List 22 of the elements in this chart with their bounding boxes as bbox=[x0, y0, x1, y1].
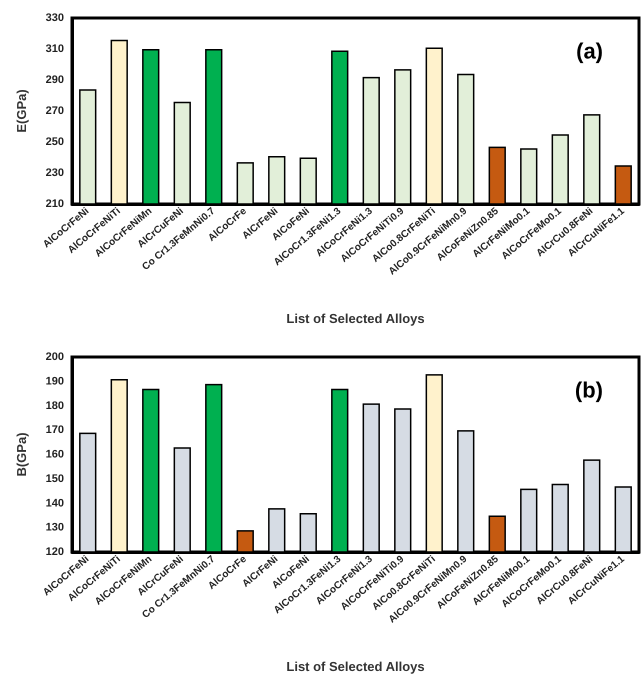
annotation: (b) bbox=[574, 378, 604, 402]
annotation: (a) bbox=[576, 38, 604, 64]
y-tick-label: 290 bbox=[46, 74, 64, 86]
y-tick-label: 150 bbox=[46, 472, 64, 485]
y-tick-label: 130 bbox=[46, 522, 64, 534]
y-tick-label: 120 bbox=[46, 546, 64, 558]
y-tick-label: 160 bbox=[46, 448, 64, 460]
y-tick-label: 230 bbox=[46, 167, 64, 179]
x-axis-title: List of Selected Alloys bbox=[286, 311, 425, 326]
y-tick-label: 200 bbox=[46, 351, 64, 363]
y-tick-label: 210 bbox=[46, 198, 64, 210]
y-tick-label: 250 bbox=[46, 136, 64, 148]
y-tick-label: 140 bbox=[46, 497, 64, 510]
y-tick-label: 310 bbox=[46, 43, 64, 55]
x-axis-title: List of Selected Alloys bbox=[286, 659, 425, 674]
y-tick-label: 330 bbox=[46, 12, 64, 24]
y-axis-title: B(GPa) bbox=[14, 432, 29, 477]
y-tick-label: 270 bbox=[46, 105, 64, 117]
y-tick-label: 180 bbox=[46, 400, 64, 412]
y-axis-title: E(GPa) bbox=[14, 89, 29, 133]
y-tick-label: 190 bbox=[46, 375, 64, 388]
y-tick-label: 170 bbox=[46, 424, 64, 436]
